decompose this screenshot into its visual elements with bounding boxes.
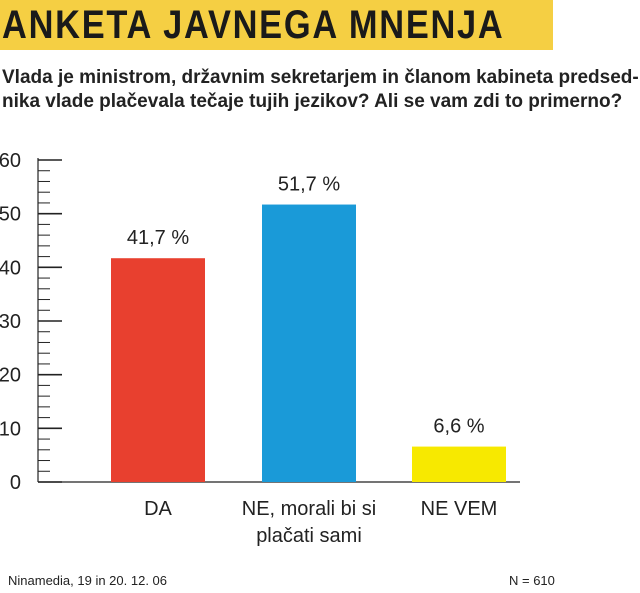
category-label: plačati sami [256,525,362,547]
y-tick-label: 40 [0,257,21,279]
bar-chart: 0 10 20 30 40 50 60 41,7 % DA 51,7 % NE, morali bi… [0,150,520,547]
y-tick-label: 60 [0,150,21,172]
page-title: ANKETA JAVNEGA MNENJA [2,3,505,47]
title-band [0,0,553,50]
y-tick-label: 20 [0,365,21,387]
bar [111,258,205,482]
survey-question: Vlada je ministrom, državnim sekretarjem… [2,66,639,114]
bar [262,204,356,482]
question-line: nika vlade plačevala tečaje tujih jeziko… [2,91,623,112]
data-label: 51,7 % [278,174,340,196]
data-label: 6,6 % [433,416,484,438]
y-tick-label: 10 [0,418,21,440]
category-label: NE VEM [421,498,498,520]
sample-size: N = 610 [509,573,555,588]
category-label: NE, morali bi si [242,498,376,520]
question-line: Vlada je ministrom, državnim sekretarjem… [2,67,639,88]
category-label: DA [144,498,172,520]
y-tick-label: 50 [0,204,21,226]
data-label: 41,7 % [127,227,189,249]
source-note: Ninamedia, 19 in 20. 12. 06 [8,573,167,588]
y-tick-label: 30 [0,311,21,333]
bar [412,446,506,482]
y-tick-label: 0 [10,472,21,494]
